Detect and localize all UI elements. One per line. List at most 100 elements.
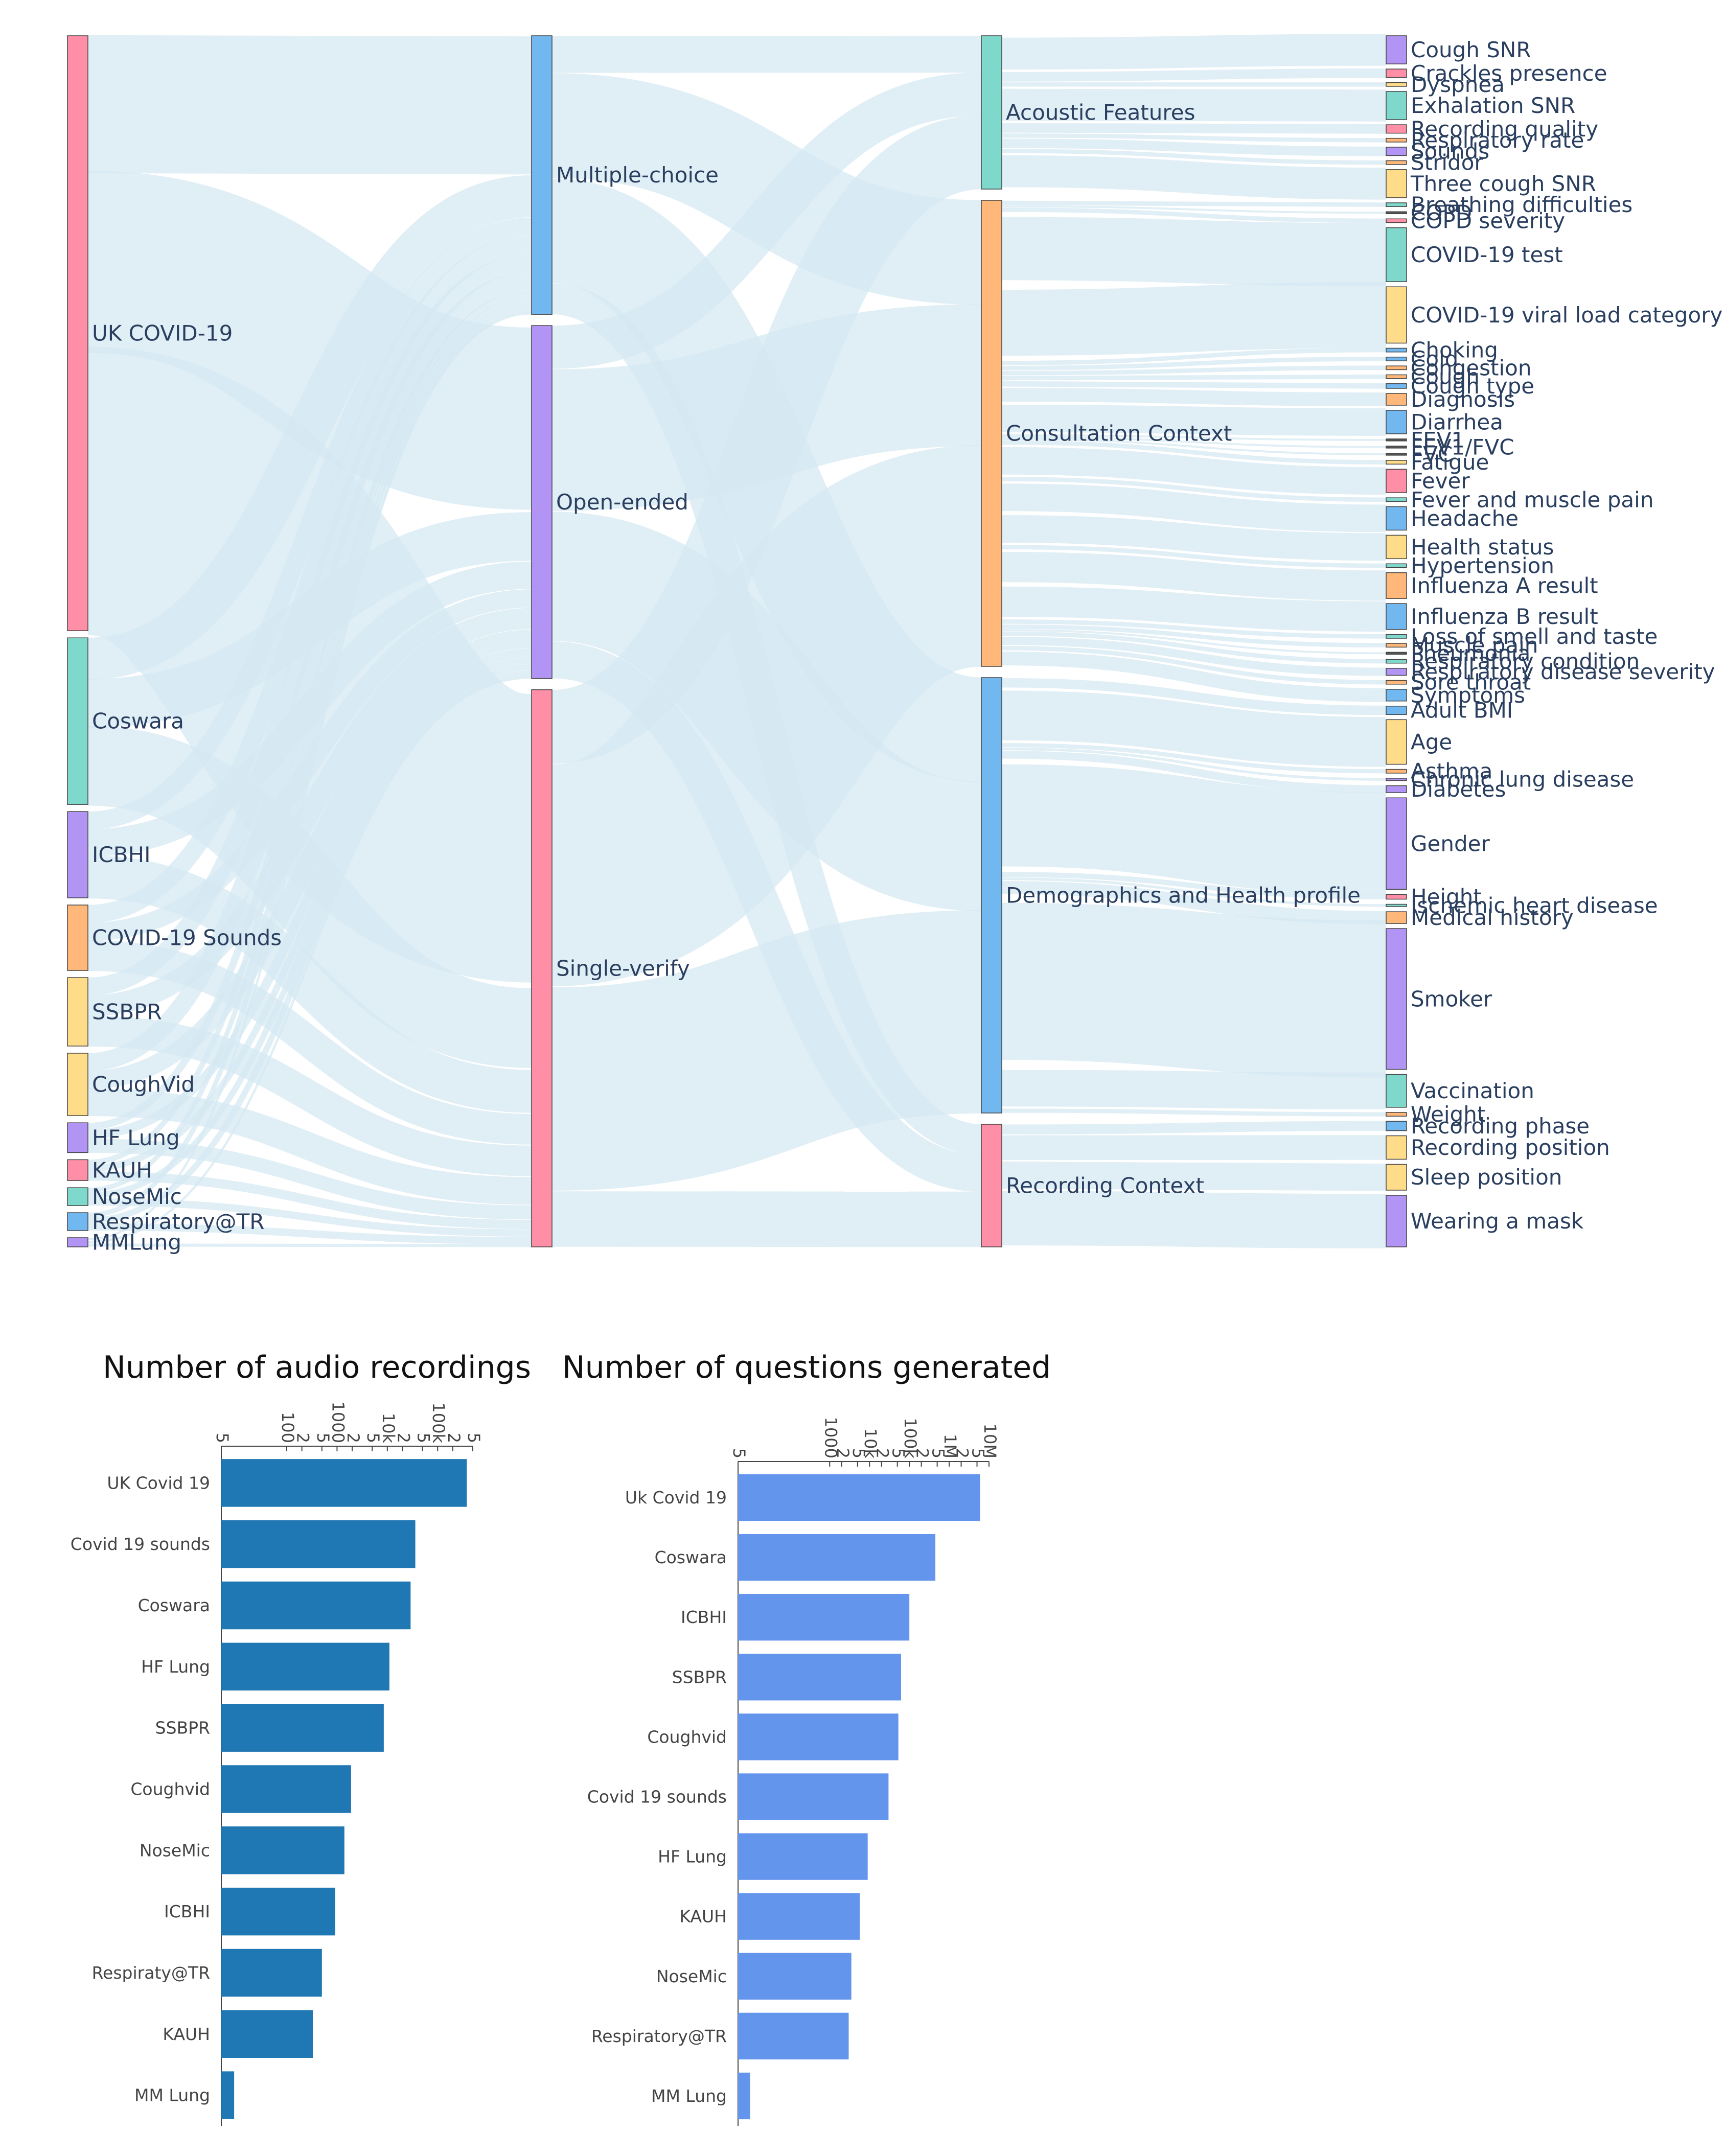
sankey-link-acoustic-features-to-recording-quality bbox=[1001, 123, 1387, 134]
sankey-link-single-verify-to-acoustic-features bbox=[550, 115, 983, 764]
sankey-link-acoustic-features-to-exhalation-snr bbox=[1001, 88, 1387, 122]
questions-tick-label: 2 bbox=[873, 1448, 892, 1458]
audio-category-label: UK Covid 19 bbox=[107, 1473, 210, 1493]
sankey-node-label-cough: Cough bbox=[1411, 364, 1480, 389]
audio-tick-label: 1000 bbox=[328, 1402, 348, 1443]
sankey-link-consultation-context-to-symptoms bbox=[1001, 652, 1387, 702]
sankey-link-consultation-context-to-covid-19-viral-load-category bbox=[1001, 282, 1387, 356]
questions-tick-label: 2 bbox=[913, 1448, 932, 1458]
questions-category-label: Uk Covid 19 bbox=[625, 1488, 727, 1508]
audio-tick-label: 100 bbox=[278, 1412, 297, 1443]
questions-tick-label: 5 bbox=[969, 1448, 988, 1458]
sankey-node-label-fev1: FEV1 bbox=[1411, 427, 1465, 452]
sankey-node-label-nosemic: NoseMic bbox=[92, 1184, 182, 1209]
questions-category-label: NoseMic bbox=[656, 1966, 727, 1986]
audio-bar-coughvid bbox=[221, 1765, 351, 1813]
sankey-node-label-chronic-lung-disease: Chronic lung disease bbox=[1411, 767, 1634, 792]
questions-category-label: Covid 19 sounds bbox=[587, 1787, 727, 1807]
sankey-link-demographics-and-health-profile-to-diabetes bbox=[1001, 751, 1387, 794]
audio-tick-label: 100k bbox=[429, 1402, 448, 1443]
sankey-node-influenza-b-result bbox=[1386, 603, 1407, 630]
sankey-link-consultation-context-to-health-status bbox=[1001, 515, 1387, 561]
sankey-node-label-recording-position: Recording position bbox=[1411, 1135, 1610, 1160]
audio-tick-label: 2 bbox=[444, 1433, 464, 1443]
audio-bar-ssbpr bbox=[221, 1704, 384, 1752]
sankey-node-coswara bbox=[67, 637, 88, 805]
sankey-node-symptoms bbox=[1386, 689, 1407, 702]
sankey-node-multiple-choice bbox=[531, 35, 553, 315]
sankey-node-label-recording-context: Recording Context bbox=[1006, 1173, 1204, 1198]
sankey-node-label-ischemic-heart-disease: Ischemic heart disease bbox=[1411, 893, 1658, 918]
questions-tick-label: 5 bbox=[889, 1448, 908, 1458]
sankey-link-demographics-and-health-profile-to-ischemic-heart-disease bbox=[1001, 877, 1387, 907]
sankey-node-sounds bbox=[1386, 147, 1407, 156]
sankey-node-fever-and-muscle-pain bbox=[1386, 497, 1407, 502]
sankey-node-label-fever: Fever bbox=[1411, 469, 1470, 494]
audio-category-label: KAUH bbox=[163, 2024, 210, 2044]
sankey-node-label-smoker: Smoker bbox=[1411, 986, 1492, 1011]
sankey-link-consultation-context-to-congestion bbox=[1001, 365, 1387, 376]
sankey-node-label-diarrhea: Diarrhea bbox=[1411, 409, 1503, 434]
sankey-node-label-covid-19-test: COVID-19 test bbox=[1411, 242, 1563, 267]
sankey-link-consultation-context-to-sore-throat bbox=[1001, 645, 1387, 685]
sankey-node-label-recording-phase: Recording phase bbox=[1411, 1114, 1590, 1139]
sankey-node-covid-19-sounds bbox=[67, 905, 88, 971]
sankey-node-three-cough-snr bbox=[1386, 169, 1407, 198]
sankey-node-respiratory-disease-severity bbox=[1386, 667, 1407, 676]
sankey-link-consultation-context-to-pneumonia bbox=[1001, 629, 1387, 655]
chart-title-audio: Number of audio recordings bbox=[103, 1350, 531, 1385]
questions-bar-nosemic bbox=[738, 1953, 852, 2000]
sankey-node-stridor bbox=[1386, 160, 1407, 165]
sankey-node-wearing-a-mask bbox=[1386, 1195, 1407, 1247]
sankey-node-congestion bbox=[1386, 365, 1407, 370]
sankey-node-recording-position bbox=[1386, 1135, 1407, 1160]
sankey-link-respiratory-tr-to-multiple-choice bbox=[87, 308, 532, 1218]
sankey-link-single-verify-to-demographics-and-health-profile bbox=[551, 910, 982, 1191]
audio-tick-label: 5 bbox=[414, 1433, 433, 1443]
sankey-link-demographics-and-health-profile-to-medical-history bbox=[1001, 880, 1387, 924]
sankey-node-label-crackles-presence: Crackles presence bbox=[1411, 61, 1607, 86]
questions-bar-mm-lung bbox=[738, 2072, 750, 2120]
audio-category-label: MM Lung bbox=[134, 2085, 210, 2105]
questions-tick-label: 5 bbox=[729, 1448, 749, 1458]
sankey-node-fev1-fvc bbox=[1386, 446, 1407, 449]
sankey-node-open-ended bbox=[531, 325, 553, 679]
sankey-link-acoustic-features-to-stridor bbox=[1001, 149, 1387, 165]
sankey-link-kauh-to-single-verify bbox=[87, 1171, 532, 1230]
sankey-node-label-respiratory-condition: Respiratory condition bbox=[1411, 649, 1640, 674]
questions-category-label: Respiratory@TR bbox=[591, 2026, 727, 2046]
questions-tick-label: 100k bbox=[901, 1418, 920, 1458]
sankey-node-label-choking: Choking bbox=[1411, 338, 1498, 363]
chart-title-questions: Number of questions generated bbox=[562, 1350, 1051, 1385]
sankey-node-label-respiratory-disease-severity: Respiratory disease severity bbox=[1411, 659, 1715, 684]
audio-tick-label: 5 bbox=[313, 1433, 333, 1443]
sankey-node-label-covid-19-sounds: COVID-19 Sounds bbox=[92, 925, 282, 951]
audio-category-label: HF Lung bbox=[141, 1657, 210, 1677]
sankey-node-respiratory-condition bbox=[1386, 659, 1407, 664]
sankey-link-consultation-context-to-fev1 bbox=[1001, 434, 1387, 441]
audio-category-label: Coswara bbox=[138, 1595, 210, 1615]
sankey-node-label-headache: Headache bbox=[1411, 506, 1519, 531]
sankey-node-choking bbox=[1386, 347, 1407, 353]
sankey-link-mmlung-to-open-ended bbox=[87, 676, 532, 1243]
questions-bar-coswara bbox=[738, 1534, 936, 1581]
sankey-link-acoustic-features-to-three-cough-snr bbox=[1001, 155, 1387, 200]
audio-category-label: Respiraty@TR bbox=[92, 1963, 210, 1983]
questions-bar-icbhi bbox=[738, 1594, 910, 1641]
sankey-node-chronic-lung-disease bbox=[1386, 778, 1407, 781]
sankey-link-demographics-and-health-profile-to-age bbox=[1001, 690, 1387, 767]
audio-tick-label: 5 bbox=[363, 1433, 383, 1443]
sankey-node-label-coswara: Coswara bbox=[92, 709, 184, 734]
sankey-node-muscle-pain bbox=[1386, 643, 1407, 648]
sankey-node-sore-throat bbox=[1386, 680, 1407, 685]
sankey-node-kauh bbox=[67, 1159, 88, 1181]
sankey-node-label-fev1-fvc: FEV1/FVC bbox=[1411, 434, 1514, 459]
sankey-node-label-symptoms: Symptoms bbox=[1411, 683, 1525, 708]
audio-tick-label: 2 bbox=[343, 1433, 363, 1443]
sankey-node-label-mmlung: MMLung bbox=[92, 1230, 181, 1255]
questions-category-label: HF Lung bbox=[658, 1847, 727, 1867]
sankey-node-copd-severity bbox=[1386, 218, 1407, 223]
sankey-diagram: UK COVID-19 Coswara ICBHI COVID-19 Sounds SS… bbox=[67, 34, 1722, 1255]
